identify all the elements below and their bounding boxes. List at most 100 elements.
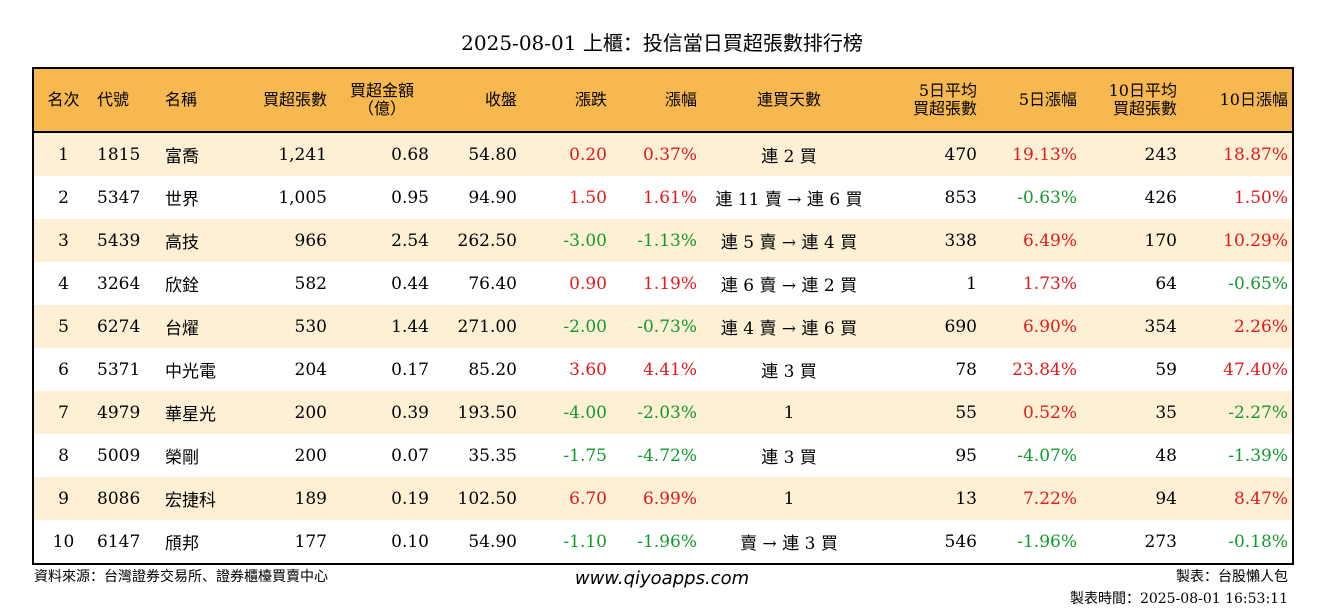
cell-pct5: -1.96% [981, 520, 1081, 564]
header-buy-lots: 買超張數 [237, 68, 331, 133]
header-avg10: 10日平均 買超張數 [1081, 68, 1181, 133]
cell-pct10: 2.26% [1181, 305, 1293, 348]
cell-avg5: 470 [877, 132, 981, 176]
header-buy-amount: 買超金額 （億） [331, 68, 433, 133]
cell-buy-amount: 0.10 [331, 520, 433, 564]
maker-note: 製表：台股懶人包 [1176, 569, 1288, 585]
cell-buy-lots: 200 [237, 434, 331, 477]
cell-rank: 8 [33, 434, 93, 477]
cell-avg10: 48 [1081, 434, 1181, 477]
cell-buy-lots: 1,241 [237, 132, 331, 176]
cell-rank: 4 [33, 262, 93, 305]
cell-pct: -0.73% [611, 305, 701, 348]
cell-change: -1.75 [521, 434, 611, 477]
cell-rank: 1 [33, 132, 93, 176]
table-row: 6 5371 中光電 204 0.17 85.20 3.60 4.41% 連 3 買 78 23.8… [33, 348, 1293, 391]
cell-pct10: 18.87% [1181, 132, 1293, 176]
cell-buy-amount: 1.44 [331, 305, 433, 348]
cell-close: 271.00 [433, 305, 521, 348]
cell-close: 54.80 [433, 132, 521, 176]
cell-buy-lots: 966 [237, 219, 331, 262]
table-row: 2 5347 世界 1,005 0.95 94.90 1.50 1.61% 連 11 賣 → 連… [33, 176, 1293, 219]
cell-change: -3.00 [521, 219, 611, 262]
site-url: www.qiyoapps.com [574, 568, 750, 589]
cell-name: 頎邦 [161, 520, 237, 564]
cell-rank: 7 [33, 391, 93, 434]
cell-code: 5439 [93, 219, 161, 262]
cell-buy-amount: 0.19 [331, 477, 433, 520]
cell-pct10: 1.50% [1181, 176, 1293, 219]
cell-streak: 連 2 買 [701, 132, 877, 176]
cell-pct: 4.41% [611, 348, 701, 391]
cell-name: 欣銓 [161, 262, 237, 305]
header-name: 名稱 [161, 68, 237, 133]
cell-avg10: 354 [1081, 305, 1181, 348]
table-row: 3 5439 高技 966 2.54 262.50 -3.00 -1.13% 連 5 賣 → 連… [33, 219, 1293, 262]
cell-change: -4.00 [521, 391, 611, 434]
cell-name: 榮剛 [161, 434, 237, 477]
cell-change: 0.90 [521, 262, 611, 305]
cell-buy-lots: 1,005 [237, 176, 331, 219]
cell-pct5: 0.52% [981, 391, 1081, 434]
cell-pct5: 6.49% [981, 219, 1081, 262]
cell-change: 0.20 [521, 132, 611, 176]
cell-change: 3.60 [521, 348, 611, 391]
cell-streak: 賣 → 連 3 買 [701, 520, 877, 564]
cell-code: 1815 [93, 132, 161, 176]
header-close: 收盤 [433, 68, 521, 133]
cell-name: 宏捷科 [161, 477, 237, 520]
cell-streak: 1 [701, 477, 877, 520]
cell-pct10: 8.47% [1181, 477, 1293, 520]
header-avg5-line1: 5日平均 [918, 81, 977, 100]
cell-streak: 連 5 賣 → 連 4 買 [701, 219, 877, 262]
cell-streak: 連 6 賣 → 連 2 買 [701, 262, 877, 305]
cell-change: -2.00 [521, 305, 611, 348]
cell-buy-lots: 189 [237, 477, 331, 520]
cell-close: 94.90 [433, 176, 521, 219]
cell-name: 華星光 [161, 391, 237, 434]
cell-buy-lots: 204 [237, 348, 331, 391]
cell-avg5: 853 [877, 176, 981, 219]
cell-streak: 連 3 買 [701, 434, 877, 477]
cell-pct5: 1.73% [981, 262, 1081, 305]
cell-avg5: 13 [877, 477, 981, 520]
header-avg5-line2: 買超張數 [912, 99, 977, 118]
table-row: 7 4979 華星光 200 0.39 193.50 -4.00 -2.03% 1 55 0.52%… [33, 391, 1293, 434]
cell-pct10: -0.65% [1181, 262, 1293, 305]
cell-code: 5009 [93, 434, 161, 477]
page-title: 2025-08-01 上櫃：投信當日買超張數排行榜 [461, 31, 863, 55]
header-streak: 連買天數 [701, 68, 877, 133]
cell-code: 6147 [93, 520, 161, 564]
cell-pct10: 47.40% [1181, 348, 1293, 391]
cell-code: 5371 [93, 348, 161, 391]
cell-close: 262.50 [433, 219, 521, 262]
cell-code: 6274 [93, 305, 161, 348]
cell-buy-amount: 0.07 [331, 434, 433, 477]
header-rank: 名次 [33, 68, 93, 133]
cell-rank: 3 [33, 219, 93, 262]
cell-rank: 6 [33, 348, 93, 391]
cell-change: 6.70 [521, 477, 611, 520]
cell-name: 世界 [161, 176, 237, 219]
cell-pct10: 10.29% [1181, 219, 1293, 262]
cell-avg10: 170 [1081, 219, 1181, 262]
header-buy-amount-line1: 買超金額 [349, 81, 414, 100]
cell-buy-amount: 0.17 [331, 348, 433, 391]
cell-pct5: -4.07% [981, 434, 1081, 477]
cell-buy-lots: 200 [237, 391, 331, 434]
header-buy-amount-line2: （億） [357, 99, 406, 118]
cell-pct: -2.03% [611, 391, 701, 434]
header-pct5: 5日漲幅 [981, 68, 1081, 133]
cell-close: 193.50 [433, 391, 521, 434]
table-row: 1 1815 富喬 1,241 0.68 54.80 0.20 0.37% 連 2 買 470 19… [33, 132, 1293, 176]
header-pct: 漲幅 [611, 68, 701, 133]
header-avg5: 5日平均 買超張數 [877, 68, 981, 133]
cell-close: 54.90 [433, 520, 521, 564]
ranking-table: 名次 代號 名稱 買超張數 買超金額 （億） 收盤 漲跌 漲幅 連買天數 5日平… [32, 67, 1294, 565]
cell-name: 高技 [161, 219, 237, 262]
cell-pct5: 19.13% [981, 132, 1081, 176]
cell-avg10: 64 [1081, 262, 1181, 305]
cell-code: 8086 [93, 477, 161, 520]
table-header-row: 名次 代號 名稱 買超張數 買超金額 （億） 收盤 漲跌 漲幅 連買天數 5日平… [33, 68, 1293, 133]
cell-pct10: -0.18% [1181, 520, 1293, 564]
